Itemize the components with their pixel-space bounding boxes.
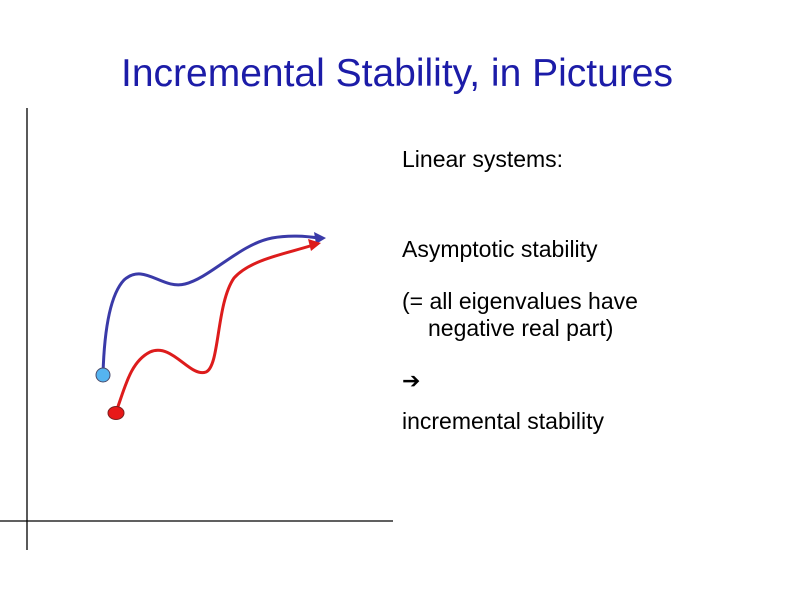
trajectory-red-start-point xyxy=(107,406,125,420)
trajectory-red-arrowhead xyxy=(308,239,321,251)
incremental-stability-label: incremental stability xyxy=(402,408,604,434)
trajectory-red-path xyxy=(114,244,312,414)
trajectory-blue-arrowhead xyxy=(314,232,326,244)
trajectory-blue-start-point xyxy=(95,367,111,383)
eigenvalue-condition-line-2: negative real part) xyxy=(428,315,614,341)
asymptotic-stability-label: Asymptotic stability xyxy=(402,236,598,262)
slide-title: Incremental Stability, in Pictures xyxy=(121,52,673,95)
eigenvalue-condition-line-1: (= all eigenvalues have xyxy=(402,288,638,314)
linear-systems-label: Linear systems: xyxy=(402,146,564,172)
trajectory-blue-path xyxy=(101,234,320,376)
implies-arrow-icon: ➔ xyxy=(402,368,421,393)
